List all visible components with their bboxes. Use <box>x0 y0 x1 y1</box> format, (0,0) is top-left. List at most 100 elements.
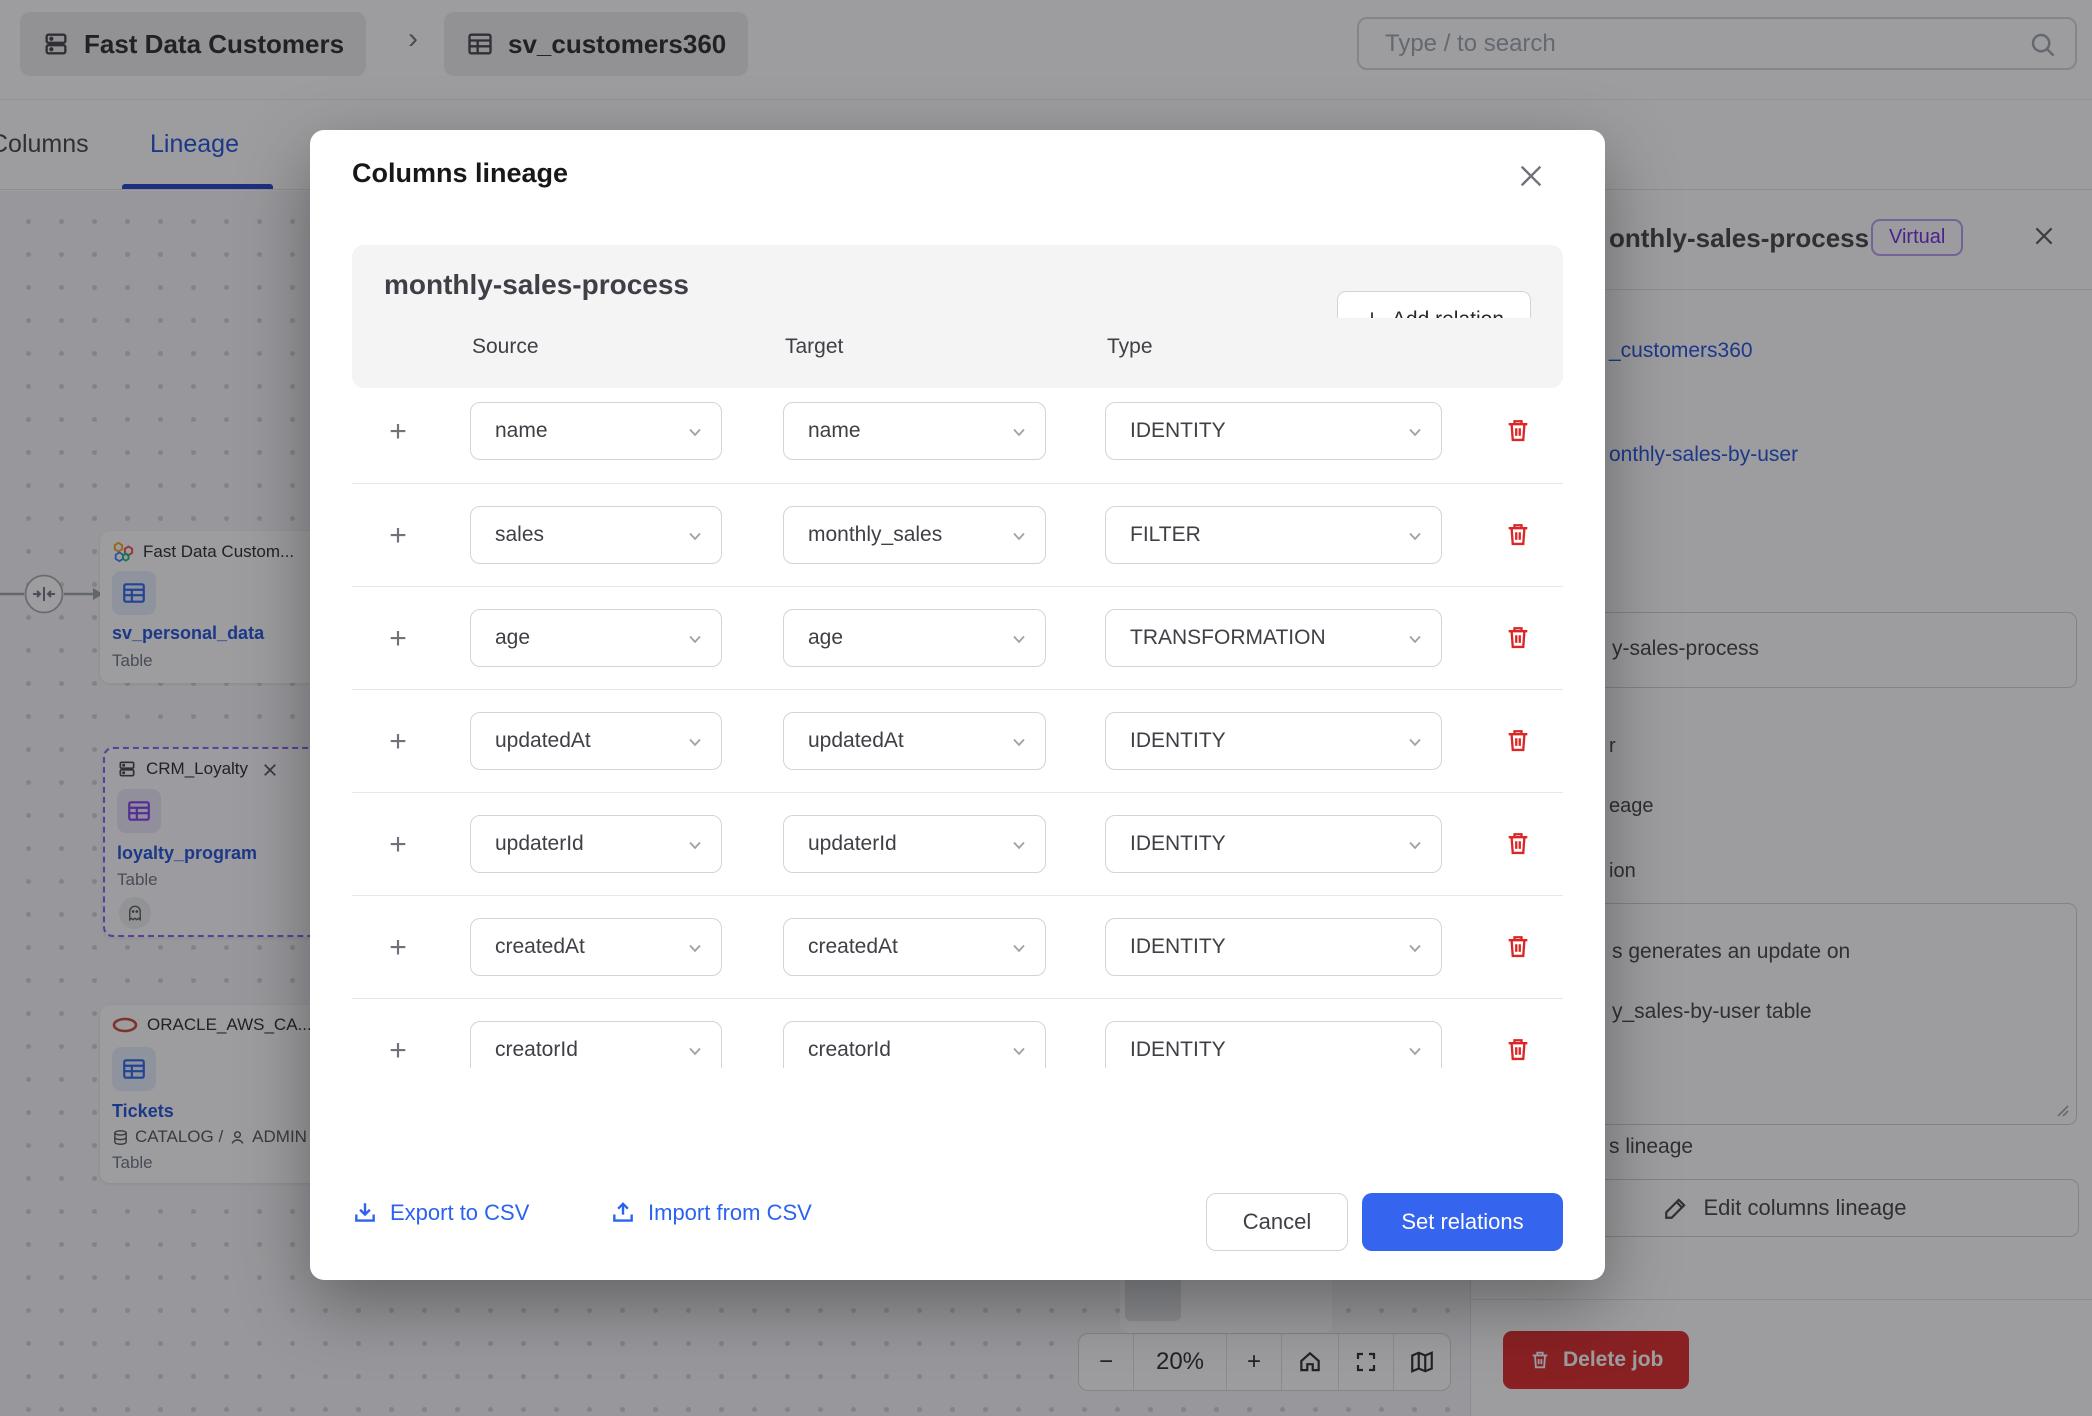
close-icon[interactable] <box>2031 223 2057 249</box>
fullscreen-button[interactable] <box>1338 1334 1393 1390</box>
chevron-down-icon <box>1409 738 1421 747</box>
chevron-down-icon <box>1409 1047 1421 1056</box>
cancel-button[interactable]: Cancel <box>1206 1193 1348 1251</box>
chevron-down-icon <box>1013 738 1025 747</box>
node-table-link[interactable]: loyalty_program <box>117 843 258 863</box>
import-csv-link[interactable]: Import from CSV <box>610 1200 812 1226</box>
graph-node-fast-data[interactable]: Fast Data Custom... sv_personal_data Tab… <box>100 531 360 683</box>
close-icon[interactable] <box>1515 160 1547 192</box>
target-column-select[interactable]: age <box>783 609 1046 667</box>
chevron-down-icon <box>1013 532 1025 541</box>
home-icon <box>1300 1351 1320 1372</box>
node-table-link[interactable]: Tickets <box>112 1101 174 1121</box>
table-icon <box>112 1047 156 1091</box>
relation-row: + age age TRANSFORMATION <box>352 586 1563 689</box>
relation-type-select[interactable]: IDENTITY <box>1105 1021 1442 1068</box>
trash-icon <box>1508 627 1528 649</box>
relation-type-select[interactable]: IDENTITY <box>1105 712 1442 770</box>
close-icon[interactable] <box>261 761 279 779</box>
node-type-label: Table <box>117 870 158 889</box>
zoom-out-button[interactable]: − <box>1098 1348 1113 1375</box>
minimap-button[interactable] <box>1393 1334 1450 1390</box>
add-row-button[interactable]: + <box>378 722 418 762</box>
target-column-select[interactable]: createdAt <box>783 918 1046 976</box>
relation-row: + name name IDENTITY <box>352 380 1563 483</box>
source-column-select[interactable]: updatedAt <box>470 712 722 770</box>
column-header-target: Target <box>785 335 844 358</box>
delete-row-button[interactable] <box>1504 932 1532 963</box>
breadcrumb-chevron-icon: › <box>408 22 418 55</box>
tab-lineage[interactable]: Lineage <box>150 130 239 158</box>
delete-row-button[interactable] <box>1504 623 1532 654</box>
delete-job-button[interactable]: Delete job <box>1503 1331 1690 1389</box>
trash-icon <box>1508 524 1528 546</box>
chevron-down-icon <box>1409 635 1421 644</box>
source-table-link[interactable]: _customers360 <box>1609 339 1753 362</box>
catalog-icon <box>114 1129 127 1145</box>
add-row-button[interactable]: + <box>378 516 418 556</box>
trash-icon <box>1532 1351 1548 1369</box>
delete-row-button[interactable] <box>1504 829 1532 860</box>
relation-type-select[interactable]: IDENTITY <box>1105 815 1442 873</box>
target-column-select[interactable]: creatorId <box>783 1021 1046 1068</box>
source-column-select[interactable]: updaterId <box>470 815 722 873</box>
chevron-down-icon <box>689 944 701 953</box>
relation-row: + creatorId creatorId IDENTITY <box>352 998 1563 1068</box>
chevron-down-icon <box>1409 944 1421 953</box>
target-column-select[interactable]: updatedAt <box>783 712 1046 770</box>
node-title: CRM_Loyalty <box>146 759 249 778</box>
relations-table-header: Source Target Type <box>352 318 1563 380</box>
column-header-source: Source <box>472 335 539 358</box>
fit-home-button[interactable] <box>1281 1334 1338 1390</box>
pencil-icon <box>1665 1198 1687 1219</box>
add-row-button[interactable]: + <box>378 412 418 452</box>
relation-row: + updatedAt updatedAt IDENTITY <box>352 689 1563 792</box>
set-relations-button[interactable]: Set relations <box>1362 1193 1563 1251</box>
virtual-badge: Virtual <box>1871 219 1964 256</box>
chevron-down-icon <box>689 428 701 437</box>
node-table-link[interactable]: sv_personal_data <box>112 623 265 643</box>
source-column-select[interactable]: sales <box>470 506 722 564</box>
tab-columns[interactable]: Columns <box>0 130 89 158</box>
breadcrumb-table[interactable]: sv_customers360 <box>444 12 749 76</box>
column-header-type: Type <box>1107 335 1153 358</box>
table-icon <box>1125 1275 1181 1321</box>
delete-row-button[interactable] <box>1504 416 1532 447</box>
target-table-link[interactable]: onthly-sales-by-user <box>1609 443 1799 466</box>
source-column-select[interactable]: age <box>470 609 722 667</box>
add-row-button[interactable]: + <box>378 619 418 659</box>
hexagons-icon <box>113 541 134 563</box>
add-row-button[interactable]: + <box>378 1031 418 1068</box>
delete-row-button[interactable] <box>1504 1035 1532 1066</box>
divider <box>1471 289 2092 290</box>
delete-row-button[interactable] <box>1504 726 1532 757</box>
target-column-select[interactable]: monthly_sales <box>783 506 1046 564</box>
trash-icon <box>1508 730 1528 752</box>
columns-lineage-modal: Columns lineage monthly-sales-process sv… <box>310 130 1605 1280</box>
source-column-select[interactable]: creatorId <box>470 1021 722 1068</box>
chevron-down-icon <box>689 635 701 644</box>
chevron-down-icon <box>1013 635 1025 644</box>
resize-handle-icon[interactable] <box>2054 1102 2070 1118</box>
delete-row-button[interactable] <box>1504 520 1532 551</box>
zoom-in-button[interactable]: + <box>1226 1334 1281 1390</box>
modal-title: Columns lineage <box>352 158 569 188</box>
fullscreen-icon <box>1356 1352 1376 1372</box>
relation-type-select[interactable]: FILTER <box>1105 506 1442 564</box>
add-row-button[interactable]: + <box>378 928 418 968</box>
source-column-select[interactable]: name <box>470 402 722 460</box>
relation-type-select[interactable]: IDENTITY <box>1105 402 1442 460</box>
breadcrumb-domain[interactable]: Fast Data Customers <box>20 12 367 76</box>
search-input[interactable] <box>1357 17 2077 70</box>
table-icon <box>117 789 161 833</box>
user-icon <box>231 1130 244 1144</box>
chevron-down-icon <box>689 532 701 541</box>
source-column-select[interactable]: createdAt <box>470 918 722 976</box>
relation-type-select[interactable]: IDENTITY <box>1105 918 1442 976</box>
add-row-button[interactable]: + <box>378 825 418 865</box>
chevron-down-icon <box>689 841 701 850</box>
export-csv-link[interactable]: Export to CSV <box>352 1200 529 1226</box>
relation-type-select[interactable]: TRANSFORMATION <box>1105 609 1442 667</box>
target-column-select[interactable]: name <box>783 402 1046 460</box>
target-column-select[interactable]: updaterId <box>783 815 1046 873</box>
